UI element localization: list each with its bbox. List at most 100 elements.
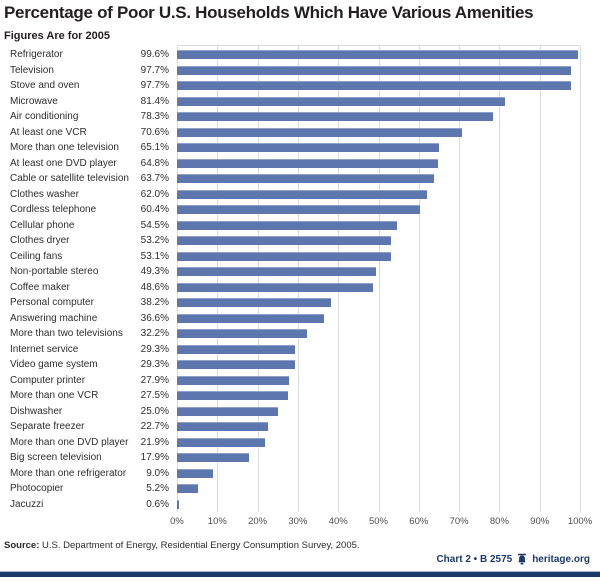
category-label: More than one DVD player [10, 436, 129, 448]
bar [177, 298, 331, 307]
category-label: Video game system [10, 359, 98, 371]
bar-track [177, 280, 580, 296]
chart-row: Internet service 29.3% [10, 342, 580, 358]
bar [177, 468, 214, 478]
grid-line [338, 46, 340, 512]
bar-track [177, 404, 580, 420]
bar-track [177, 419, 580, 435]
category-label: Television [10, 64, 54, 76]
source-text: U.S. Department of Energy, Residential E… [39, 540, 360, 551]
value-label: 0.6% [146, 498, 169, 510]
category-label: Cordless telephone [10, 204, 97, 216]
bar-track [177, 388, 580, 404]
x-tick-label: 20% [248, 516, 268, 527]
chart-row: Cable or satellite television 63.7% [10, 171, 580, 187]
chart-row: Clothes dryer 53.2% [10, 233, 580, 249]
bar-track [177, 373, 580, 389]
x-tick-label: 0% [170, 516, 184, 527]
value-label: 25.0% [140, 405, 169, 417]
chart-row: More than one VCR 27.5% [10, 388, 580, 404]
chart-row: Stove and oven 97.7% [10, 78, 580, 94]
chart-row: More than one refrigerator 9.0% [10, 466, 580, 482]
chart-row: Dishwasher 25.0% [10, 404, 580, 420]
x-tick-label: 70% [449, 516, 469, 527]
value-label: 78.3% [140, 111, 169, 123]
value-label: 64.8% [140, 157, 169, 169]
chart-row: Ceiling fans 53.1% [10, 249, 580, 265]
bar-track [177, 109, 580, 125]
category-label: Cellular phone [10, 219, 75, 231]
bar-track [177, 295, 580, 311]
chart-rows: Refrigerator 99.6% Television 97.7% Stove an… [10, 47, 580, 512]
chart-row: More than two televisions 32.2% [10, 326, 580, 342]
bar-track [177, 78, 580, 94]
category-label: Separate freezer [10, 421, 85, 433]
value-label: 53.2% [140, 235, 169, 247]
category-label: Personal computer [10, 297, 94, 309]
bar-track [177, 202, 580, 218]
category-label: Ceiling fans [10, 250, 63, 262]
bar-track [177, 450, 580, 466]
bar-track [177, 311, 580, 327]
category-label: Photocopier [10, 483, 64, 495]
value-label: 99.6% [140, 49, 169, 61]
bar [177, 174, 434, 183]
bar [177, 236, 392, 245]
bar [177, 189, 427, 199]
category-label: Clothes washer [10, 188, 79, 200]
x-tick-label: 40% [328, 516, 348, 527]
value-label: 81.4% [140, 95, 169, 107]
value-label: 29.3% [140, 343, 169, 355]
bar-track [177, 357, 580, 373]
value-label: 53.1% [140, 250, 169, 262]
value-label: 9.0% [146, 467, 169, 479]
chart-subtitle: Figures Are for 2005 [4, 30, 110, 42]
bar [177, 484, 198, 493]
bar [177, 267, 376, 276]
bar [177, 205, 421, 214]
category-label: Non-portable stereo [10, 266, 99, 278]
chart-row: Separate freezer 22.7% [10, 419, 580, 435]
value-label: 5.2% [146, 483, 169, 495]
bar-track [177, 497, 580, 513]
bar [177, 220, 397, 230]
grid-line [297, 46, 299, 512]
bar-track [177, 481, 580, 497]
value-label: 49.3% [140, 266, 169, 278]
category-label: Computer printer [10, 374, 86, 386]
category-label: Big screen television [10, 452, 102, 464]
chart-row: Coffee maker 48.6% [10, 280, 580, 296]
bar [177, 143, 440, 152]
value-label: 27.5% [140, 390, 169, 402]
bar-track [177, 47, 580, 63]
chart-row: Personal computer 38.2% [10, 295, 580, 311]
gridlines [177, 45, 581, 512]
x-tick-label: 80% [489, 516, 509, 527]
bar-track [177, 171, 580, 187]
value-label: 63.7% [140, 173, 169, 185]
category-label: Microwave [10, 95, 58, 107]
bar-track [177, 249, 580, 265]
category-label: More than one VCR [10, 390, 99, 402]
chart-row: Video game system 29.3% [10, 357, 580, 373]
category-label: At least one DVD player [10, 157, 117, 169]
grid-line [418, 46, 420, 512]
category-label: Internet service [10, 343, 79, 355]
category-label: More than two televisions [10, 328, 123, 340]
value-label: 32.2% [140, 328, 169, 340]
chart-row: Refrigerator 99.6% [10, 47, 580, 63]
grid-line [499, 46, 501, 512]
bar [177, 422, 269, 431]
grid-line [217, 46, 219, 512]
chart-ref-label: Chart 2 • B 2575 [436, 553, 513, 565]
value-label: 97.7% [140, 64, 169, 76]
x-tick-label: 10% [207, 516, 227, 527]
value-label: 36.6% [140, 312, 169, 324]
site-label: heritage.org [532, 553, 590, 565]
chart-row: Air conditioning 78.3% [10, 109, 580, 125]
grid-line [539, 46, 541, 512]
chart-row: At least one VCR 70.6% [10, 125, 580, 141]
value-label: 65.1% [140, 142, 169, 154]
category-label: Answering machine [10, 312, 98, 324]
value-label: 70.6% [140, 126, 169, 138]
